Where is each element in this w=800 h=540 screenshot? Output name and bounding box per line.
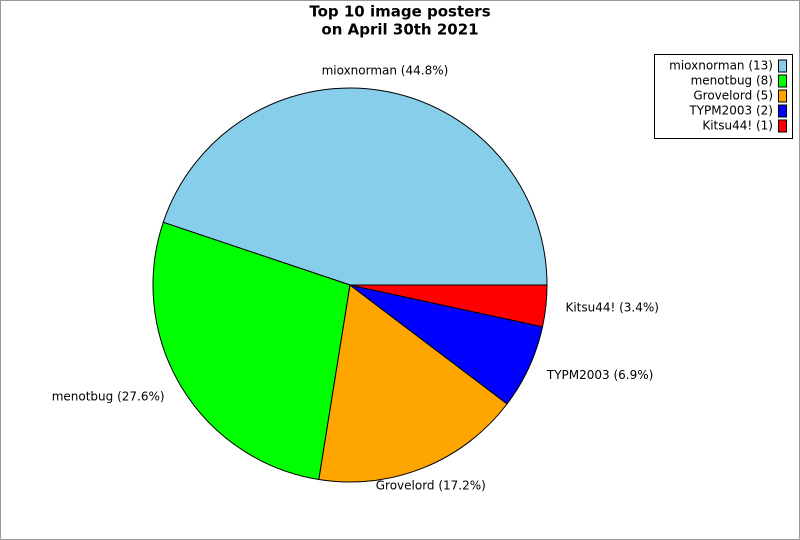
legend-swatch <box>778 104 787 118</box>
legend-label: Grovelord (5) <box>693 89 773 103</box>
legend-label: Kitsu44! (1) <box>702 119 773 133</box>
pie-slice <box>318 284 508 483</box>
legend-label: mioxnorman (13) <box>669 59 773 73</box>
legend-swatch <box>778 59 787 73</box>
slice-label: TYPM2003 (6.9%) <box>546 368 653 382</box>
pie-slice <box>349 284 548 328</box>
legend-box <box>654 54 793 139</box>
legend-swatch <box>778 119 787 133</box>
legend-swatch <box>778 89 787 103</box>
slice-label: Kitsu44! (3.4%) <box>565 301 659 315</box>
legend-label: TYPM2003 (2) <box>688 104 773 118</box>
legend-swatch <box>778 74 787 88</box>
chart-title: Top 10 image posters <box>309 3 490 21</box>
chart-title: on April 30th 2021 <box>321 21 478 39</box>
legend-label: menotbug (8) <box>691 74 773 88</box>
pie-slice <box>162 87 548 286</box>
pie-slice <box>152 221 351 481</box>
slice-label: menotbug (27.6%) <box>52 390 165 404</box>
slice-label: mioxnorman (44.8%) <box>322 64 449 78</box>
slice-label: Grovelord (17.2%) <box>376 479 486 493</box>
